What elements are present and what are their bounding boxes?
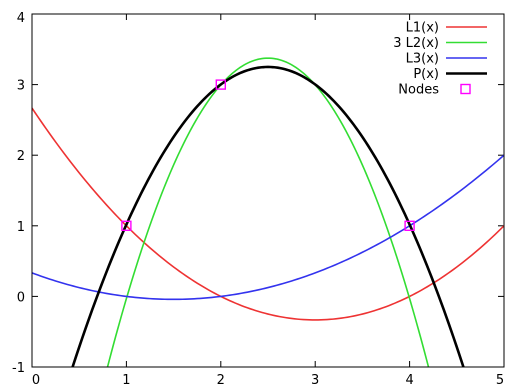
legend-label: L3(x) [406,52,439,67]
legend-label: L1(x) [406,21,439,36]
x-tick-label: 4 [405,373,413,388]
x-tick-label: 3 [311,373,319,388]
series-line-1 [106,57,430,367]
x-tick-labels: 0 1 2 3 4 5 [32,373,504,388]
y-tick-label: -1 [12,361,25,376]
legend: L1(x)3 L2(x)L3(x)P(x)Nodes [393,21,487,98]
node-marker [215,79,227,90]
node-marker [404,220,415,232]
series-line-0 [32,107,504,321]
x-tick-label: 2 [217,373,225,388]
plot-frame [31,13,505,368]
node-marker [121,220,132,232]
x-tick-label: 5 [496,373,504,388]
legend-label: 3 L2(x) [393,36,439,51]
y-tick-label: 2 [17,149,25,164]
legend-label: Nodes [398,83,439,98]
x-tick-label: 0 [32,373,40,388]
legend-swatch [460,83,471,95]
y-tick-label: 1 [17,220,25,235]
series-line-2 [32,154,504,301]
node-markers [121,79,415,232]
y-tick-label: 3 [17,79,25,94]
series-line-3 [71,65,465,367]
y-tick-label: 4 [17,11,25,26]
y-tick-label: 0 [17,290,25,305]
x-tick-label: 1 [122,373,130,388]
legend-label: P(x) [413,67,439,82]
series-curves [32,57,504,367]
y-tick-labels: -1 0 1 2 3 4 [12,11,25,376]
